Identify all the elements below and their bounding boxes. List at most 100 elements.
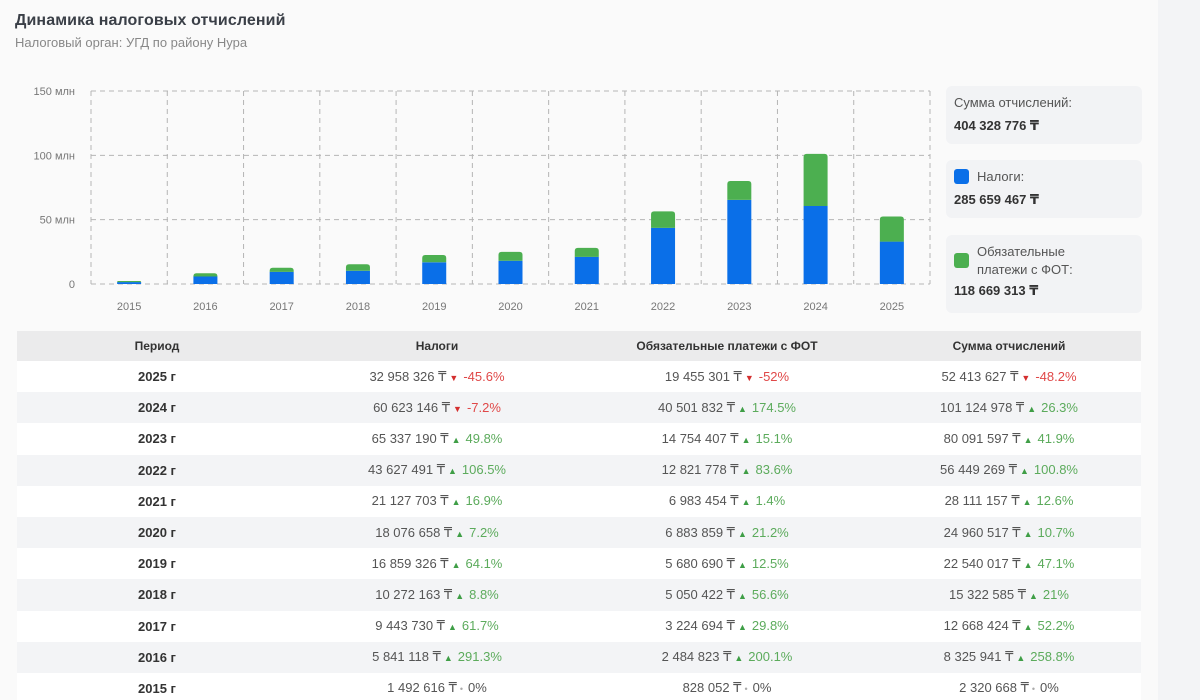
col-header-period[interactable]: Период: [17, 331, 297, 361]
y-tick-label: 50 млн: [40, 215, 75, 227]
cell-payroll: 12 821 778 ₸ ▲ 83.6%: [577, 454, 877, 486]
cell-total-change: 258.8%: [1030, 649, 1075, 665]
x-tick-label: 2016: [193, 301, 217, 313]
cell-taxes-value: 60 623 146 ₸: [373, 399, 451, 415]
col-header-taxes[interactable]: Налоги: [297, 331, 577, 361]
arrow-up-icon: ▲: [741, 497, 751, 508]
bar-segment-taxes: [345, 270, 370, 284]
arrow-up-icon: ▲: [447, 466, 457, 477]
cell-payroll: 2 484 823 ₸ ▲ 200.1%: [577, 641, 877, 673]
arrow-down-icon: ▼: [453, 403, 462, 414]
cell-total-change: 12.6%: [1036, 493, 1074, 509]
cell-payroll-change: 200.1%: [748, 649, 793, 665]
cell-payroll-change: 174.5%: [751, 399, 796, 415]
cell-period: 2021 г: [17, 485, 297, 517]
bar-segment-taxes: [269, 271, 294, 284]
arrow-up-icon: ▲: [455, 590, 465, 601]
cell-taxes: 10 272 163 ₸ ▲ 8.8%: [297, 579, 577, 611]
arrow-up-icon: ▲: [447, 622, 457, 633]
cell-payroll-change: 56.6%: [751, 586, 789, 602]
page-subtitle: Налоговый орган: УГД по району Нура: [15, 35, 248, 50]
legend-total: Сумма отчислений: 404 328 776 ₸: [946, 86, 1142, 144]
cell-payroll-change: 21.2%: [751, 524, 789, 540]
legend-payroll[interactable]: Обязательные платежи с ФОТ: 118 669 313 …: [946, 235, 1142, 313]
cell-total-change: 10.7%: [1037, 524, 1075, 540]
cell-period: 2017 г: [17, 610, 297, 642]
arrow-up-icon: ▲: [737, 403, 747, 414]
legend-taxes-label: Налоги:: [977, 169, 1025, 184]
arrow-up-icon: ▲: [1023, 622, 1033, 633]
bar-segment-payroll: [117, 281, 142, 283]
cell-total-value: 80 091 597 ₸: [943, 430, 1021, 446]
arrow-up-icon: ▲: [451, 434, 461, 445]
cell-taxes-value: 10 272 163 ₸: [375, 586, 453, 602]
arrow-up-icon: ▲: [737, 528, 747, 539]
bar-segment-taxes: [574, 256, 599, 284]
cell-taxes: 43 627 491 ₸ ▲ 106.5%: [297, 454, 577, 486]
cell-taxes-value: 21 127 703 ₸: [371, 493, 449, 509]
cell-total-value: 15 322 585 ₸: [949, 586, 1026, 602]
cell-payroll: 5 680 690 ₸ ▲ 12.5%: [577, 548, 877, 580]
cell-taxes-value: 18 076 658 ₸: [375, 524, 453, 540]
cell-taxes-value: 32 958 326 ₸: [369, 368, 447, 384]
arrow-up-icon: ▲: [455, 528, 465, 539]
cell-payroll-change: 0%: [752, 680, 772, 696]
cell-total-change: 21%: [1042, 586, 1069, 602]
cell-payroll-change: 12.5%: [751, 555, 789, 571]
bar-segment-payroll: [879, 216, 904, 242]
bar-segment-payroll: [269, 267, 294, 272]
bar-segment-taxes: [422, 262, 447, 284]
bar-segment-taxes: [651, 227, 676, 284]
arrow-up-icon: ▲: [734, 653, 744, 664]
page-title: Динамика налоговых отчислений: [15, 12, 286, 29]
bar-segment-payroll: [574, 247, 599, 257]
cell-total-value: 8 325 941 ₸: [943, 649, 1014, 665]
cell-period: 2020 г: [17, 516, 297, 549]
data-table: Период Налоги Обязательные платежи с ФОТ…: [17, 331, 1141, 700]
bar-segment-payroll: [422, 254, 447, 263]
cell-total: 28 111 157 ₸ ▲ 12.6%: [877, 485, 1141, 517]
cell-taxes-change: 291.3%: [457, 649, 502, 665]
cell-period: 2015 г: [17, 672, 297, 700]
arrow-up-icon: ▲: [741, 434, 751, 445]
cell-payroll: 6 983 454 ₸ ▲ 1.4%: [577, 485, 877, 517]
bar-segment-payroll: [193, 273, 218, 277]
cell-taxes-value: 1 492 616 ₸: [387, 680, 457, 696]
payroll-swatch-icon: [954, 253, 969, 268]
cell-period: 2024 г: [17, 392, 297, 424]
x-tick-label: 2019: [422, 301, 446, 313]
y-tick-label: 150 млн: [34, 86, 75, 98]
cell-taxes: 18 076 658 ₸ ▲ 7.2%: [297, 516, 577, 549]
legend-payroll-label: Обязательные платежи с ФОТ:: [977, 244, 1073, 277]
dot-icon: •: [1031, 684, 1036, 695]
right-side-panel: [1158, 0, 1200, 700]
arrow-up-icon: ▲: [741, 466, 751, 477]
arrow-down-icon: ▼: [449, 372, 459, 383]
cell-total-change: 0%: [1040, 680, 1059, 696]
cell-taxes-change: -45.6%: [463, 368, 505, 384]
cell-payroll-value: 5 680 690 ₸: [665, 555, 735, 571]
cell-payroll-value: 3 224 694 ₸: [665, 618, 735, 634]
col-header-total[interactable]: Сумма отчислений: [877, 331, 1141, 361]
cell-taxes: 32 958 326 ₸ ▼ -45.6%: [297, 361, 577, 393]
cell-taxes-change: 49.8%: [465, 430, 503, 446]
dot-icon: •: [459, 684, 464, 695]
cell-payroll-value: 2 484 823 ₸: [661, 649, 732, 665]
col-header-payroll[interactable]: Обязательные платежи с ФОТ: [577, 331, 877, 361]
cell-total-value: 101 124 978 ₸: [940, 399, 1025, 415]
table-row: 2025 г 32 958 326 ₸ ▼ -45.6% 19 455 301 ₸ ▼ -5…: [17, 361, 1141, 393]
cell-payroll-value: 14 754 407 ₸: [661, 430, 739, 446]
legend-total-value: 404 328 776 ₸: [954, 118, 1039, 133]
legend-taxes[interactable]: Налоги: 285 659 467 ₸: [946, 160, 1142, 218]
cell-total: 2 320 668 ₸ • 0%: [877, 672, 1141, 700]
bar-segment-payroll: [345, 264, 370, 271]
table-row: 2024 г 60 623 146 ₸ ▼ -7.2% 40 501 832 ₸ ▲ 174…: [17, 392, 1141, 424]
cell-taxes: 21 127 703 ₸ ▲ 16.9%: [297, 485, 577, 517]
cell-payroll: 40 501 832 ₸ ▲ 174.5%: [577, 392, 877, 424]
bar-segment-taxes: [803, 205, 828, 284]
arrow-down-icon: ▼: [744, 372, 754, 383]
cell-total-value: 56 449 269 ₸: [940, 462, 1017, 478]
cell-taxes: 65 337 190 ₸ ▲ 49.8%: [297, 423, 577, 455]
cell-taxes-change: 8.8%: [469, 586, 499, 602]
cell-payroll-value: 40 501 832 ₸: [658, 399, 735, 415]
